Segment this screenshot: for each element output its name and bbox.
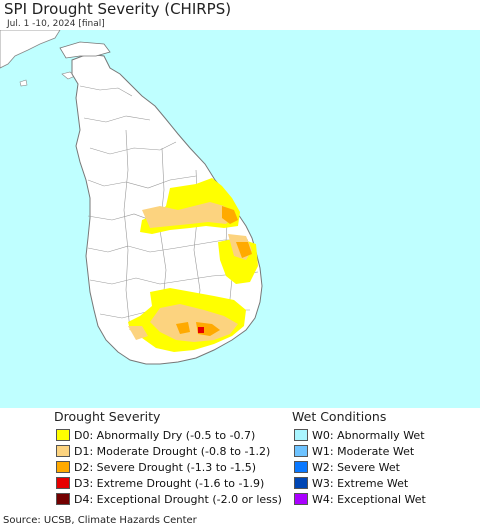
legend-swatch <box>56 445 70 457</box>
island-small <box>19 79 28 87</box>
legend-d0: D0: Abnormally Dry (-0.5 to -0.7) <box>56 427 255 443</box>
legend-swatch <box>56 477 70 489</box>
legend-swatch <box>56 429 70 441</box>
legend-d2: D2: Severe Drought (-1.3 to -1.5) <box>56 459 256 475</box>
legend-label: W3: Extreme Wet <box>312 476 409 490</box>
source-credit: Source: UCSB, Climate Hazards Center <box>3 515 197 526</box>
d2-areas <box>176 206 252 336</box>
legend-swatch <box>56 461 70 473</box>
map-subtitle: Jul. 1 -10, 2024 [final] <box>7 19 105 29</box>
legend-swatch <box>294 493 308 505</box>
map-title: SPI Drought Severity (CHIRPS) <box>4 0 232 18</box>
drought-legend-title: Drought Severity <box>54 409 161 424</box>
legend-w2: W2: Severe Wet <box>294 459 400 475</box>
drought-map <box>0 30 480 408</box>
legend-label: D4: Exceptional Drought (-2.0 or less) <box>74 492 282 506</box>
legend-swatch <box>294 429 308 441</box>
legend-swatch <box>294 461 308 473</box>
legend-d4: D4: Exceptional Drought (-2.0 or less) <box>56 491 282 507</box>
legend-d1: D1: Moderate Drought (-0.8 to -1.2) <box>56 443 270 459</box>
wet-legend-title: Wet Conditions <box>292 409 387 424</box>
legend-d3: D3: Extreme Drought (-1.6 to -1.9) <box>56 475 264 491</box>
legend-label: W1: Moderate Wet <box>312 444 415 458</box>
d3-area <box>198 327 204 333</box>
legend-label: D3: Extreme Drought (-1.6 to -1.9) <box>74 476 265 490</box>
legend-label: D2: Severe Drought (-1.3 to -1.5) <box>74 460 257 474</box>
legend-label: W0: Abnormally Wet <box>312 428 425 442</box>
legend-w3: W3: Extreme Wet <box>294 475 408 491</box>
legend-w1: W1: Moderate Wet <box>294 443 414 459</box>
legend-swatch <box>56 493 70 505</box>
legend-w0: W0: Abnormally Wet <box>294 427 425 443</box>
india-landmass <box>0 30 61 69</box>
legend-label: D0: Abnormally Dry (-0.5 to -0.7) <box>74 428 256 442</box>
legend-label: D1: Moderate Drought (-0.8 to -1.2) <box>74 444 271 458</box>
legend-swatch <box>294 445 308 457</box>
jaffna-peninsula <box>59 41 111 59</box>
legend-swatch <box>294 477 308 489</box>
legend-label: W4: Exceptional Wet <box>312 492 426 506</box>
legend-label: W2: Severe Wet <box>312 460 400 474</box>
legend-w4: W4: Exceptional Wet <box>294 491 426 507</box>
